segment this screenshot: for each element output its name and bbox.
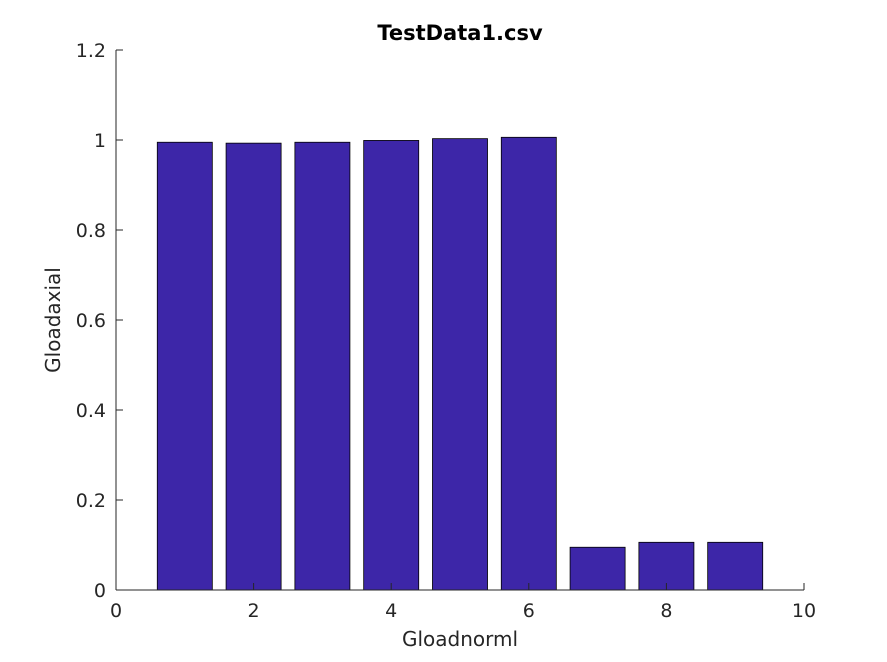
bar-4 bbox=[363, 140, 420, 591]
bar-9 bbox=[707, 541, 764, 591]
chart-title: TestData1.csv bbox=[377, 21, 543, 45]
bar-6 bbox=[500, 136, 557, 591]
bars-group bbox=[156, 136, 764, 591]
x-ticks-group: 0 2 4 6 8 10 bbox=[110, 583, 816, 622]
bar-3 bbox=[294, 141, 351, 591]
bar-8 bbox=[638, 541, 695, 591]
y-tick-label: 0.4 bbox=[76, 400, 106, 422]
x-axis-label: Gloadnorml bbox=[402, 627, 518, 651]
x-tick-label: 6 bbox=[523, 600, 535, 622]
bar-5 bbox=[432, 138, 488, 591]
x-tick-label: 2 bbox=[248, 600, 260, 622]
x-tick-label: 10 bbox=[792, 600, 816, 622]
x-tick-label: 0 bbox=[110, 600, 122, 622]
bar-2 bbox=[225, 142, 282, 591]
y-tick-label: 1 bbox=[94, 130, 106, 152]
y-tick-label: 0.6 bbox=[76, 310, 106, 332]
bar-1 bbox=[156, 141, 213, 591]
y-ticks-group: 0 0.2 0.4 0.6 0.8 1 1.2 bbox=[76, 40, 123, 602]
y-tick-label: 1.2 bbox=[76, 40, 106, 62]
x-tick-label: 8 bbox=[660, 600, 672, 622]
bar-7 bbox=[569, 546, 626, 591]
y-tick-label: 0 bbox=[94, 580, 106, 602]
x-tick-label: 4 bbox=[385, 600, 397, 622]
y-axis-label: Gloadaxial bbox=[41, 267, 65, 373]
y-tick-label: 0.8 bbox=[76, 220, 106, 242]
y-tick-label: 0.2 bbox=[76, 490, 106, 512]
